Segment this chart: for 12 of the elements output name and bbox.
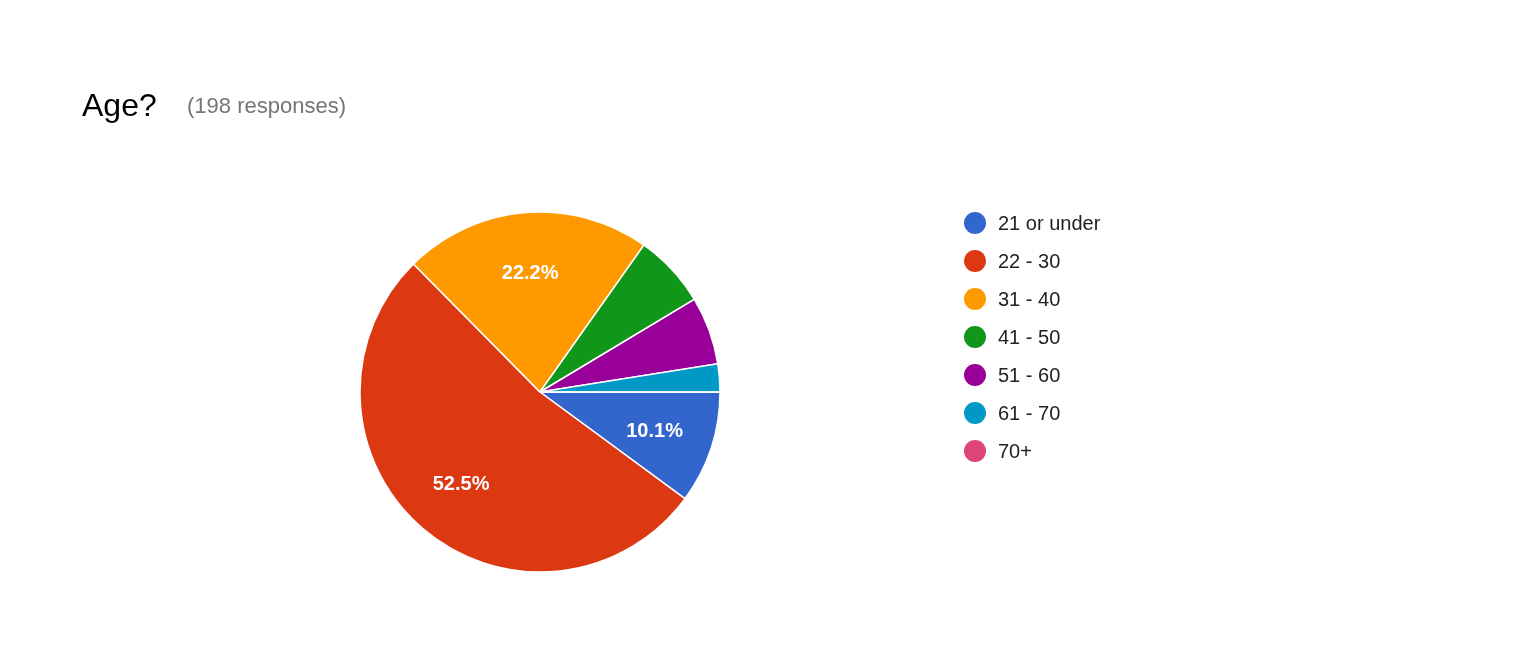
legend-label: 70+ — [998, 440, 1032, 462]
chart-title: Age? — [82, 87, 157, 123]
legend-label: 21 or under — [998, 212, 1101, 234]
legend-label: 61 - 70 — [998, 402, 1061, 424]
legend-label: 41 - 50 — [998, 326, 1061, 348]
data-label: 22.2% — [501, 260, 559, 283]
chart-subtitle: (198 responses) — [187, 92, 346, 118]
legend-label: 51 - 60 — [998, 364, 1061, 386]
data-label: 52.5% — [432, 472, 490, 495]
legend-label: 31 - 40 — [998, 288, 1061, 310]
data-label: 10.1% — [626, 418, 684, 441]
legend-label: 22 - 30 — [998, 250, 1061, 272]
